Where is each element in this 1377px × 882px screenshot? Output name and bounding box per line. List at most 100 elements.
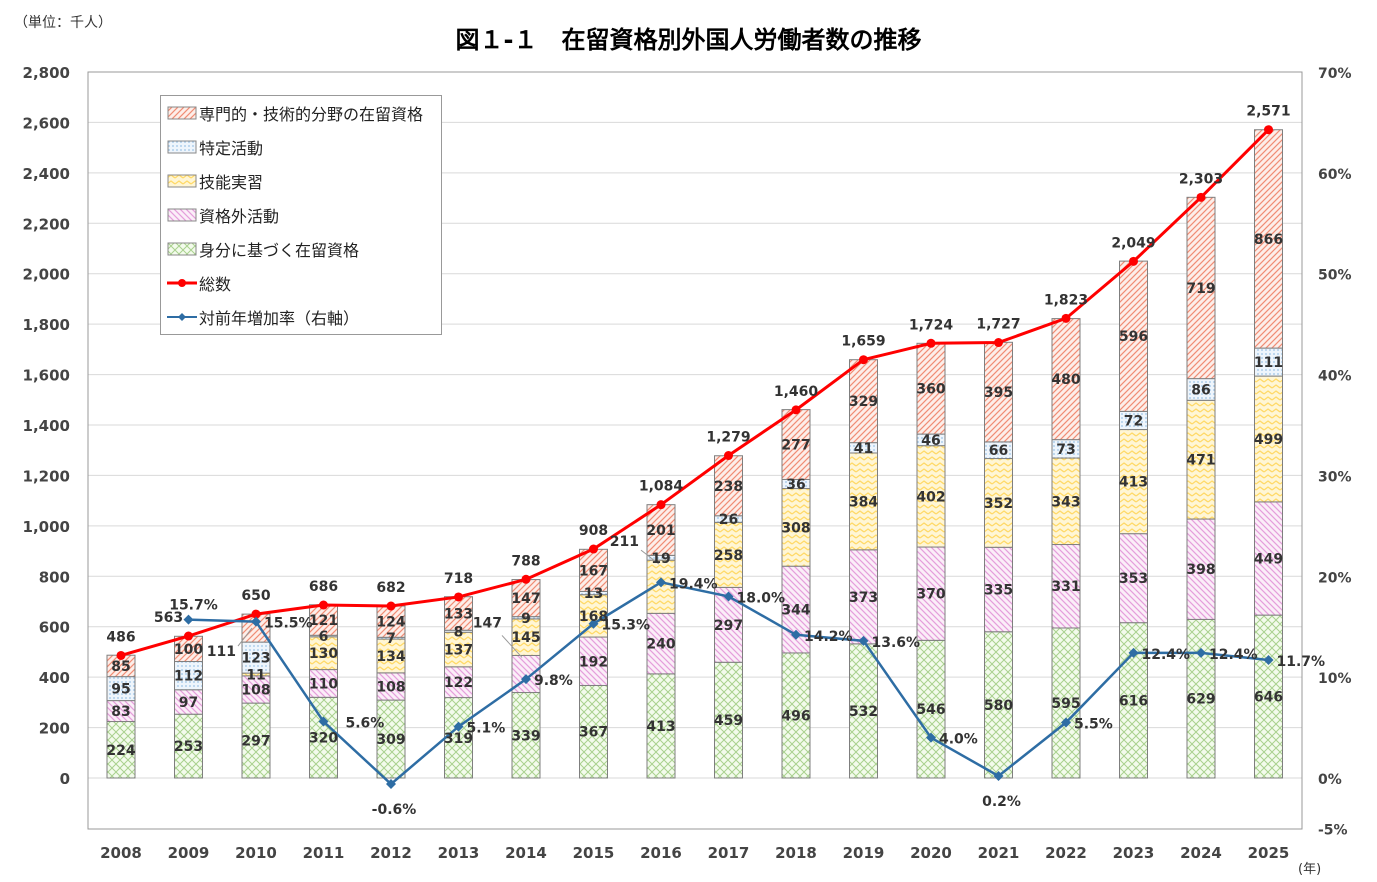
total-label: 682	[376, 580, 405, 596]
data-label: 546	[916, 702, 945, 718]
y-right-tick-label: 60%	[1318, 167, 1352, 183]
y-left-tick-label: 2,000	[23, 266, 70, 284]
y-right-tick-label: 40%	[1318, 369, 1352, 385]
growth-point	[858, 635, 869, 646]
bar-segment	[241, 702, 271, 779]
bar-segment	[1254, 614, 1283, 779]
x-tick-label: 2013	[438, 844, 480, 862]
y-right-tick-label: 50%	[1318, 268, 1352, 284]
data-label: 111	[207, 644, 236, 660]
y-left-tick-label: 400	[39, 669, 70, 687]
growth-label: 12.4%	[1142, 647, 1191, 663]
bar-segment	[309, 636, 338, 671]
growth-label: 19.4%	[669, 576, 718, 592]
data-label: 97	[179, 695, 198, 711]
data-label: 134	[376, 649, 405, 665]
total-label: 2,303	[1179, 171, 1223, 187]
data-label: 719	[1186, 281, 1215, 297]
bar-segment	[646, 504, 676, 556]
bar-segment	[714, 455, 743, 517]
data-label: 168	[579, 609, 608, 625]
x-tick-label: 2010	[235, 844, 277, 862]
growth-label: 13.6%	[872, 635, 921, 651]
bar-segment	[174, 713, 203, 779]
data-label: 83	[111, 704, 130, 720]
y-left-tick-label: 2,600	[23, 114, 70, 132]
growth-point	[926, 732, 936, 743]
data-label: 86	[1191, 382, 1210, 398]
bar-segment	[984, 341, 1013, 443]
bar-segment	[174, 661, 203, 691]
legend-item-professional: 専門的・技術的分野の在留資格	[161, 96, 441, 130]
data-label: 343	[1051, 494, 1080, 510]
bar-segment	[1186, 196, 1216, 380]
x-tick-label: 2015	[573, 844, 615, 862]
data-label: 480	[1051, 372, 1080, 388]
data-label: 9	[521, 611, 531, 627]
data-label: 85	[111, 659, 130, 675]
data-label: 297	[714, 618, 743, 634]
total-point	[724, 451, 733, 461]
data-label: 413	[646, 719, 675, 735]
data-label: 320	[309, 731, 338, 747]
growth-point	[251, 616, 261, 627]
data-label: 595	[1051, 696, 1080, 712]
bar-segment	[849, 643, 878, 779]
x-tick-label: 2012	[370, 844, 412, 862]
total-label: 1,724	[909, 317, 954, 333]
y-left-tick-label: 1,400	[23, 417, 70, 435]
growth-point	[723, 591, 734, 602]
bar-segment	[511, 692, 541, 779]
data-label: 449	[1254, 552, 1283, 568]
x-tick-label: 2024	[1180, 844, 1222, 862]
total-label: 2,049	[1111, 235, 1155, 251]
total-label: 486	[106, 629, 135, 645]
data-label: 277	[781, 438, 810, 454]
y-left-tick-label: 800	[39, 568, 70, 586]
x-tick-label: 2021	[978, 844, 1020, 862]
total-point	[994, 338, 1003, 348]
bar-segment	[1119, 429, 1148, 535]
bar-segment	[1051, 627, 1081, 779]
growth-label: 5.1%	[467, 721, 506, 737]
bar-segment	[646, 612, 676, 675]
bar-segment	[1254, 347, 1283, 377]
total-point	[791, 405, 801, 415]
data-label: 319	[444, 731, 473, 747]
data-label: 145	[511, 630, 540, 646]
total-label: 1,727	[976, 317, 1020, 333]
bar-segment	[1254, 501, 1283, 616]
legend-item-extra-activity: 資格外活動	[161, 198, 441, 232]
data-label: 11	[246, 667, 265, 683]
growth-label: 12.4%	[1209, 647, 1258, 663]
bar-segment	[714, 661, 743, 779]
data-label: 866	[1254, 232, 1283, 248]
total-label: 1,460	[774, 384, 819, 400]
bar-segment	[579, 684, 608, 779]
total-point	[859, 355, 868, 365]
y-left-tick-label: 1,600	[23, 367, 70, 385]
legend-item-status-based: 身分に基づく在留資格	[161, 232, 441, 266]
x-tick-label: 2014	[505, 844, 547, 862]
data-label: 73	[1056, 442, 1075, 458]
bar-segment	[309, 604, 338, 636]
x-tick-label: 2008	[100, 844, 142, 862]
bar-segment	[376, 672, 406, 701]
growth-label: -0.6%	[372, 802, 417, 818]
plot-area	[87, 71, 1303, 830]
bar-segment	[781, 488, 811, 567]
data-label: 499	[1254, 432, 1283, 448]
total-point	[656, 500, 666, 510]
data-label: 238	[714, 479, 743, 495]
data-label: 344	[781, 603, 810, 619]
data-label: 46	[921, 433, 940, 449]
growth-point	[386, 779, 396, 790]
growth-label: 15.7%	[169, 598, 218, 614]
total-label: 563	[154, 610, 183, 626]
bar-segment	[1051, 544, 1081, 629]
x-tick-label: 2025	[1248, 844, 1290, 862]
data-label: 253	[174, 739, 203, 755]
data-label: 297	[241, 734, 270, 750]
data-label: 339	[511, 728, 540, 744]
